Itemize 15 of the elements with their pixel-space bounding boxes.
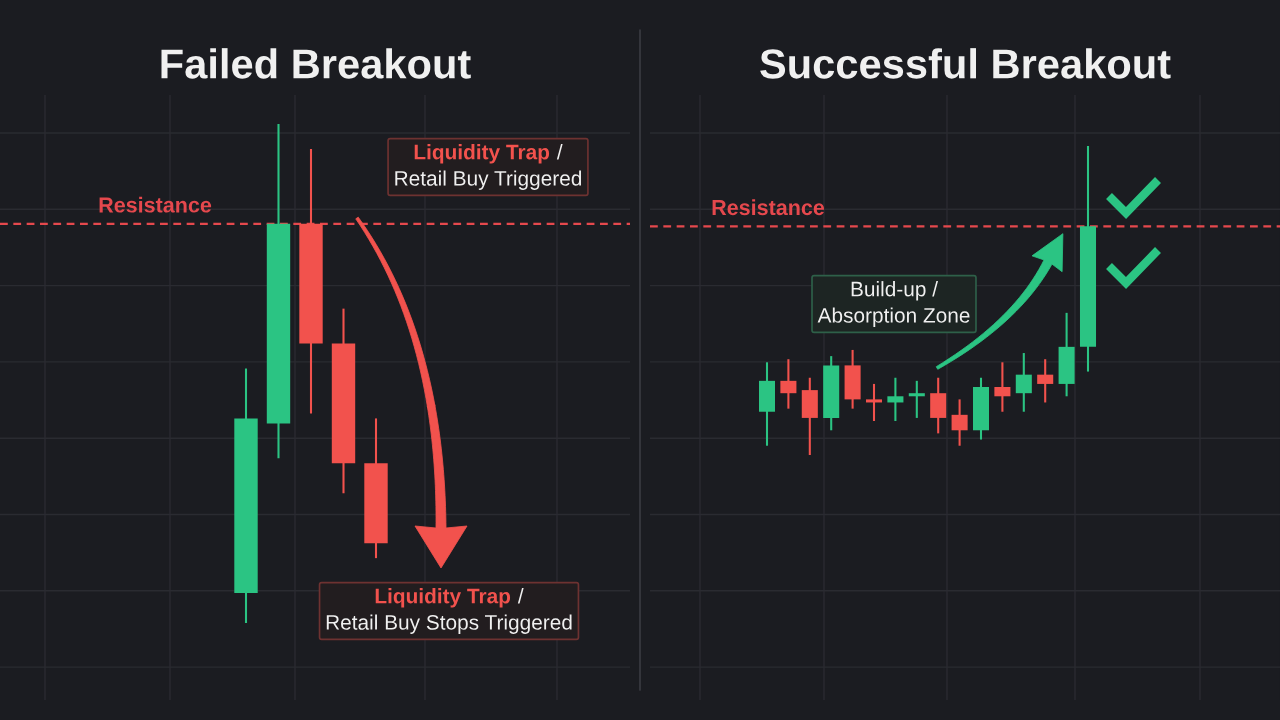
candlestick <box>887 376 904 423</box>
candlestick <box>780 358 797 410</box>
annotation: Liquidity Trap / Retail Buy Stops Triggered <box>326 588 572 634</box>
ref-line-label: Resistance <box>712 199 825 216</box>
chart-title: Failed Breakout <box>161 48 471 79</box>
text: Liquidity Trap / Retail Buy Triggered <box>395 144 582 190</box>
chart-title: Successful Breakout <box>760 48 1171 79</box>
candlestick <box>1037 358 1054 404</box>
candlestick <box>1015 351 1032 413</box>
candlestick <box>908 379 925 419</box>
annotation: Build-up / Absorption Zone <box>817 281 970 327</box>
candlestick <box>994 361 1011 413</box>
candlestick <box>865 382 883 423</box>
ref-line-label: Resistance <box>99 196 212 213</box>
candlestick <box>951 398 968 447</box>
